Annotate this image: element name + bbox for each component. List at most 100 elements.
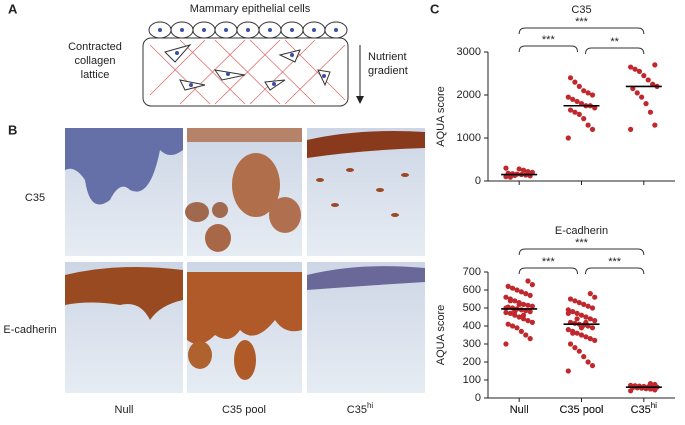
dot [525,302,531,308]
dot [645,77,651,83]
dot [565,327,571,333]
significance-bracket [518,267,578,275]
micrographs [65,128,425,393]
significance-label: *** [542,34,556,46]
dot [525,168,531,175]
dot [565,310,571,316]
y-tick-label: 0 [475,175,481,187]
dot [525,318,531,324]
dot [592,294,598,300]
x-tick-label-base: Null [510,404,529,416]
dot [585,303,591,309]
dot [520,301,527,307]
x-tick-label: C35 pool [559,404,603,416]
dot [585,359,591,365]
dot [643,101,649,107]
column-label-base: C35 [347,404,367,416]
dot [570,96,576,102]
significance-label: *** [542,256,556,268]
dot [581,116,587,122]
significance-bracket [518,248,645,256]
dot [578,101,585,107]
dot [509,285,516,291]
diagram-label: Nutrient [368,51,407,63]
significance-bracket [585,267,645,275]
significance-bracket [518,27,645,35]
y-tick-label: 0 [475,392,481,404]
dot [652,122,658,128]
x-tick-label-base: C35 [631,404,651,416]
dot [592,318,598,324]
dot [572,109,578,115]
dot [518,328,524,334]
dot [523,291,529,297]
dot [628,126,634,132]
dot [512,309,518,315]
dot [576,348,582,354]
x-tick-label-base: Null [510,404,529,416]
dot [589,363,596,369]
column-label-sup: hi [367,401,373,410]
significance-label: ** [610,36,619,48]
y-tick-label: 300 [463,338,481,350]
dot [592,105,598,111]
dot [589,126,596,132]
diagram-label: collagen [75,55,116,67]
x-tick-label: C35 pool [559,404,603,416]
dot [507,174,513,180]
dot [529,282,535,288]
diagram-label: Contracted [68,41,122,53]
y-tick-label: 2000 [457,89,481,101]
dot [512,312,518,318]
chart-title: C35 [571,4,591,16]
column-label: Null [115,404,134,416]
dot [529,303,535,309]
y-tick-label: 1000 [457,132,481,144]
dot [509,323,516,329]
dot [581,301,587,307]
dot [583,314,589,320]
panel-label: A [8,1,18,16]
dot [516,166,522,172]
dot [572,298,578,304]
dot [574,316,580,322]
y-tick-label: 3000 [457,46,481,58]
dot [650,81,656,87]
dot [592,337,598,343]
y-tick-label: 400 [463,320,481,332]
y-axis-label: AQUA score [435,305,447,366]
dot [520,167,527,173]
y-tick-label: 600 [463,284,481,296]
dot [585,122,591,128]
dot [585,90,591,96]
diagram-label: Mammary epithelial cells [190,3,311,15]
y-tick-label: 200 [463,356,481,368]
dot [581,354,587,360]
dot [589,305,596,311]
x-tick-label-base: C35 pool [559,404,603,416]
dot [529,319,535,325]
dot [572,345,578,351]
dot [589,325,596,331]
y-tick-label: 100 [463,374,481,386]
y-axis-label: AQUA score [435,86,447,147]
diagram-label: lattice [81,69,110,81]
dot [565,368,571,374]
dot [630,85,636,92]
dot [572,320,578,326]
significance-bracket [518,45,578,53]
dot [576,300,582,306]
dot [565,307,571,313]
dot [567,75,574,81]
dot [578,332,585,338]
dot [581,88,587,94]
dot [514,325,520,331]
dot [514,287,520,293]
dot [567,341,574,347]
dot [587,316,593,322]
dot [578,312,585,318]
dot [516,314,522,320]
x-tick-label: C35hi [631,401,658,416]
dot [576,111,582,117]
significance-label: *** [575,16,589,28]
